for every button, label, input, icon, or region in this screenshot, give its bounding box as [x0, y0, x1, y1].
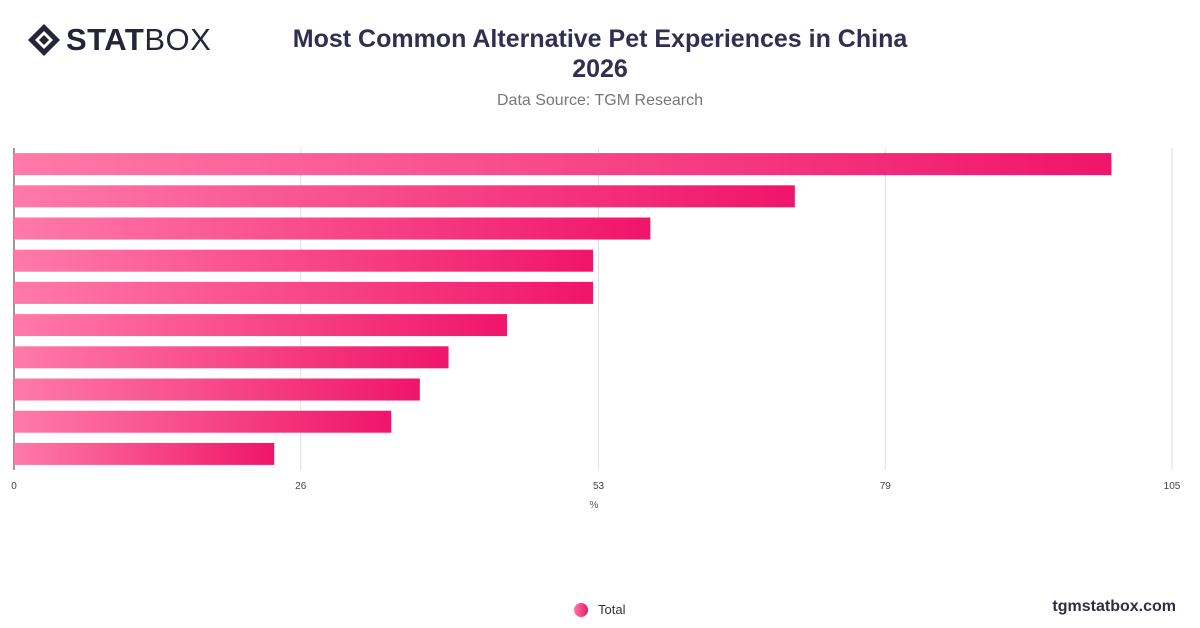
chart-title: Most Common Alternative Pet Experiences …	[250, 24, 950, 84]
chart-title-line1: Most Common Alternative Pet Experiences …	[292, 25, 908, 53]
statbox-logo: STATBOX	[26, 22, 211, 58]
bars	[14, 153, 1112, 465]
bar[interactable]	[14, 314, 507, 337]
x-axis-label: %	[590, 500, 599, 511]
x-tick-label: 0	[11, 481, 17, 492]
x-tick-label: 79	[880, 481, 892, 492]
bar[interactable]	[14, 217, 651, 240]
logo-text-light: BOX	[144, 22, 212, 57]
bar[interactable]	[14, 378, 420, 401]
x-tick-label: 105	[1164, 481, 1181, 492]
x-axis-ticks: 0 26 53 79 105	[11, 481, 1181, 492]
bar[interactable]	[14, 442, 275, 465]
logo-text-bold: STAT	[66, 22, 145, 57]
bar[interactable]	[14, 410, 392, 433]
statbox-diamond-icon	[28, 24, 60, 56]
legend[interactable]: Total	[574, 602, 625, 617]
bar[interactable]	[14, 153, 1112, 176]
footer-url: tgmstatbox.com	[1052, 598, 1176, 615]
chart-title-line2: 2026	[572, 55, 628, 83]
chart-subtitle: Data Source: TGM Research	[496, 92, 703, 109]
logo-text: STATBOX	[66, 22, 211, 58]
legend-marker-total	[574, 602, 588, 617]
x-tick-label: 26	[295, 481, 307, 492]
bar[interactable]	[14, 249, 593, 272]
bar[interactable]	[14, 185, 795, 208]
bar[interactable]	[14, 281, 593, 304]
x-tick-label: 53	[593, 481, 605, 492]
legend-label-total: Total	[598, 602, 626, 617]
bar[interactable]	[14, 346, 449, 369]
